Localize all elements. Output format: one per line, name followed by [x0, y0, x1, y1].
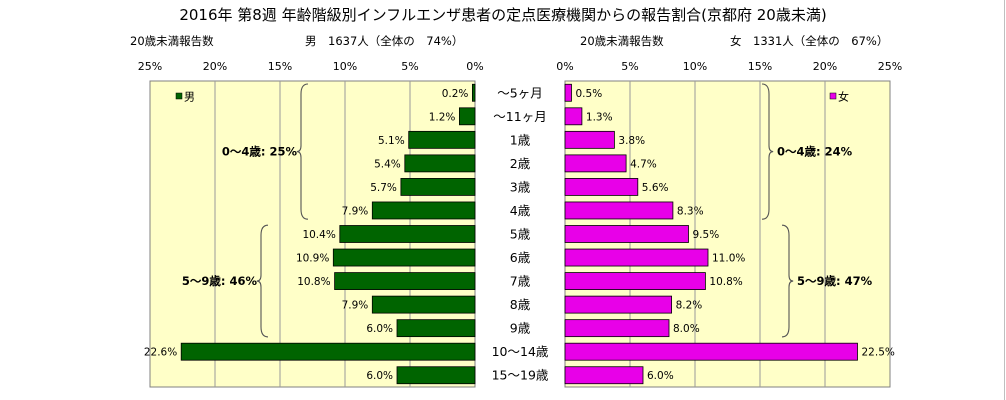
- bar: [564, 154, 627, 173]
- chart-title: 2016年 第8週 年齢階級別インフルエンザ患者の定点医療機関からの報告割合(京…: [179, 6, 826, 24]
- data-label: 8.0%: [673, 323, 700, 335]
- data-label: 4.7%: [630, 158, 657, 170]
- data-label: 3.8%: [618, 135, 645, 147]
- data-label: 1.3%: [586, 111, 613, 123]
- bar: [564, 366, 644, 385]
- data-label: 0.2%: [442, 88, 469, 100]
- data-label: 6.0%: [366, 323, 393, 335]
- data-label: 5.1%: [378, 135, 405, 147]
- category-label: 9歳: [510, 321, 531, 336]
- data-label: 1.2%: [429, 111, 456, 123]
- data-label: 5.7%: [370, 182, 397, 194]
- data-label: 10.8%: [709, 276, 742, 288]
- frame-right-border: [1004, 0, 1005, 400]
- bar: [564, 295, 672, 314]
- data-label: 10.4%: [302, 229, 335, 241]
- data-label: 0.5%: [576, 88, 603, 100]
- data-label: 5.6%: [642, 182, 669, 194]
- legend-label: 女: [838, 90, 849, 104]
- bar: [564, 319, 670, 338]
- category-label: 15～19歳: [492, 368, 549, 383]
- group-label: 5～9歳: 46%: [182, 274, 258, 288]
- group-label: 0～4歳: 24%: [777, 145, 853, 159]
- bar: [564, 248, 709, 267]
- bar: [371, 295, 476, 314]
- bar: [564, 83, 572, 102]
- bar: [339, 225, 476, 243]
- bar: [471, 83, 476, 102]
- x-tick-label: 20%: [203, 60, 227, 73]
- category-label: 10～14歳: [492, 344, 549, 359]
- data-label: 9.5%: [693, 229, 720, 241]
- category-label: 7歳: [510, 274, 531, 289]
- data-label: 8.3%: [677, 205, 704, 217]
- category-label: ～5ヶ月: [497, 85, 542, 100]
- bar: [564, 342, 858, 361]
- panel-summary-label: 男 1637人（全体の 74%）: [305, 34, 463, 48]
- x-tick-label: 10%: [333, 60, 357, 73]
- bar: [458, 107, 476, 126]
- category-label: ～11ヶ月: [493, 109, 546, 124]
- x-tick-label: 25%: [878, 60, 902, 73]
- bar: [564, 130, 615, 149]
- legend-swatch: [175, 92, 183, 100]
- data-label: 22.5%: [862, 347, 895, 359]
- data-label: 10.9%: [296, 253, 329, 265]
- x-tick-label: 20%: [813, 60, 837, 73]
- panel-summary-label: 女 1331人（全体の 67%）: [730, 34, 888, 48]
- bar: [564, 107, 583, 126]
- category-label: 2歳: [510, 156, 531, 171]
- category-label: 6歳: [510, 250, 531, 265]
- legend-swatch: [829, 92, 837, 100]
- bar: [564, 201, 674, 220]
- data-label: 10.8%: [297, 276, 330, 288]
- group-label: 5～9歳: 47%: [797, 274, 873, 288]
- bar: [332, 248, 476, 267]
- x-tick-label: 15%: [268, 60, 292, 73]
- group-brace: [296, 83, 309, 220]
- data-label: 22.6%: [144, 347, 177, 359]
- bar: [396, 366, 476, 385]
- bar: [564, 225, 689, 243]
- group-brace: [781, 224, 794, 338]
- data-label: 6.0%: [647, 370, 674, 382]
- x-tick-label: 10%: [683, 60, 707, 73]
- x-tick-label: 15%: [748, 60, 772, 73]
- category-label: 3歳: [510, 179, 531, 194]
- panel-count-label: 20歳未満報告数: [130, 34, 214, 48]
- x-tick-label: 25%: [138, 60, 162, 73]
- bar: [400, 178, 476, 196]
- group-brace: [256, 224, 269, 338]
- data-label: 5.4%: [374, 158, 401, 170]
- x-tick-label: 0%: [556, 60, 573, 73]
- category-label: 5歳: [510, 227, 531, 242]
- bar: [564, 178, 639, 196]
- data-label: 7.9%: [342, 300, 369, 312]
- group-label: 0～4歳: 25%: [222, 145, 298, 159]
- data-label: 8.2%: [676, 300, 703, 312]
- bar: [371, 201, 476, 220]
- x-tick-label: 0%: [466, 60, 483, 73]
- data-label: 6.0%: [366, 370, 393, 382]
- bar: [404, 154, 476, 173]
- bar: [564, 272, 706, 290]
- data-label: 11.0%: [712, 253, 745, 265]
- group-brace: [761, 83, 774, 220]
- bar: [396, 319, 476, 338]
- bar: [408, 130, 476, 149]
- category-label: 8歳: [510, 297, 531, 312]
- x-tick-label: 5%: [401, 60, 418, 73]
- category-label: 4歳: [510, 203, 531, 218]
- panel-count-label: 20歳未満報告数: [580, 34, 664, 48]
- data-label: 7.9%: [342, 205, 369, 217]
- legend-label: 男: [184, 91, 195, 104]
- x-tick-label: 5%: [621, 60, 638, 73]
- bar: [334, 272, 476, 290]
- category-label: 1歳: [510, 132, 531, 147]
- bar: [180, 342, 476, 361]
